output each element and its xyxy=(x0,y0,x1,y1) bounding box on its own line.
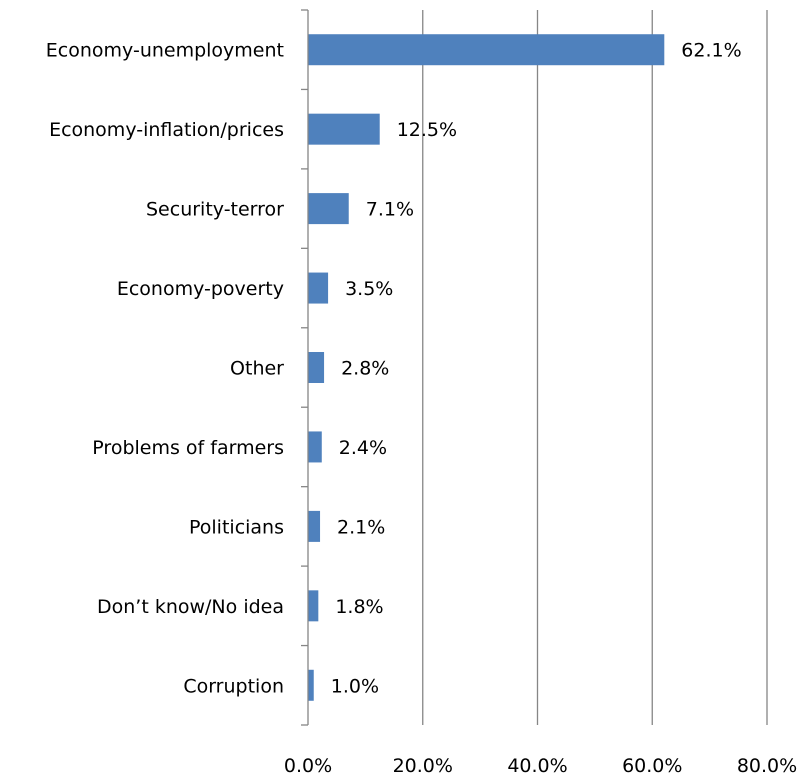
bar xyxy=(308,34,665,66)
data-label: 7.1% xyxy=(366,199,414,221)
data-label: 12.5% xyxy=(397,119,457,141)
bar xyxy=(308,669,314,701)
gridlines xyxy=(422,10,768,725)
x-tick-label: 60.0% xyxy=(622,755,682,777)
bar xyxy=(308,431,322,463)
x-tick-label: 40.0% xyxy=(507,755,567,777)
tick-labels: 0.0% 20.0% 40.0% 60.0% 80.0% xyxy=(284,755,797,777)
category-label: Corruption xyxy=(183,675,284,697)
data-label: 1.0% xyxy=(331,675,379,697)
category-label: Don’t know/No idea xyxy=(97,596,284,618)
bars xyxy=(308,34,665,701)
data-label: 2.8% xyxy=(341,358,389,380)
x-tick-label: 20.0% xyxy=(393,755,453,777)
category-label: Economy-poverty xyxy=(117,278,284,300)
x-tick-label: 80.0% xyxy=(737,755,797,777)
data-label: 3.5% xyxy=(345,278,393,300)
bar xyxy=(308,272,329,304)
bar xyxy=(308,590,319,622)
data-label: 2.4% xyxy=(339,437,387,459)
category-label: Security-terror xyxy=(146,199,284,221)
category-label: Problems of farmers xyxy=(92,437,284,459)
x-tick-label: 0.0% xyxy=(284,755,332,777)
data-labels: 62.1% 12.5% 7.1% 3.5% 2.8% 2.4% 2.1% 1.8% 1.0% xyxy=(331,40,742,698)
category-label: Economy-inflation/prices xyxy=(49,119,284,141)
bar xyxy=(308,510,321,542)
category-labels: Economy-unemployment Economy-inflation/pr… xyxy=(46,40,284,698)
axes xyxy=(301,9,309,726)
category-label: Other xyxy=(230,358,284,380)
category-label: Politicians xyxy=(189,516,284,538)
bar xyxy=(308,193,349,225)
data-label: 62.1% xyxy=(681,40,741,62)
bar xyxy=(308,352,325,383)
data-label: 1.8% xyxy=(335,596,383,618)
category-label: Economy-unemployment xyxy=(46,40,284,62)
bar xyxy=(308,113,380,145)
data-label: 2.1% xyxy=(337,516,385,538)
